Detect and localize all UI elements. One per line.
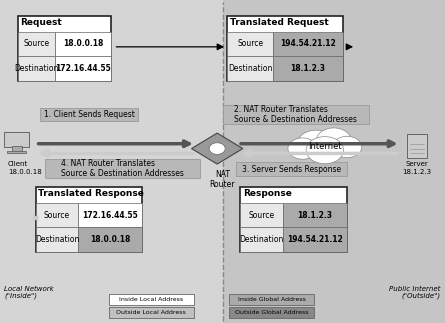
FancyBboxPatch shape bbox=[36, 227, 78, 252]
FancyBboxPatch shape bbox=[283, 227, 347, 252]
Circle shape bbox=[288, 138, 317, 159]
Text: 194.54.21.12: 194.54.21.12 bbox=[280, 39, 336, 48]
Polygon shape bbox=[191, 133, 243, 164]
Text: Translated Request: Translated Request bbox=[230, 18, 328, 27]
Text: Request: Request bbox=[20, 18, 62, 27]
FancyBboxPatch shape bbox=[283, 203, 347, 227]
FancyBboxPatch shape bbox=[227, 32, 273, 56]
Text: Destination: Destination bbox=[239, 235, 284, 244]
Text: Internet: Internet bbox=[308, 142, 342, 151]
FancyBboxPatch shape bbox=[273, 56, 343, 81]
Text: Destination: Destination bbox=[228, 64, 272, 73]
FancyBboxPatch shape bbox=[109, 307, 194, 318]
FancyBboxPatch shape bbox=[36, 187, 142, 252]
FancyBboxPatch shape bbox=[229, 294, 314, 305]
Text: Source: Source bbox=[24, 39, 49, 48]
Text: 18.1.2.3: 18.1.2.3 bbox=[298, 211, 332, 220]
FancyBboxPatch shape bbox=[44, 159, 200, 178]
Text: NAT
Router: NAT Router bbox=[210, 170, 235, 189]
Circle shape bbox=[297, 130, 335, 157]
Text: Outside Global Address: Outside Global Address bbox=[235, 310, 308, 315]
FancyBboxPatch shape bbox=[18, 56, 55, 81]
Text: 3. Server Sends Response: 3. Server Sends Response bbox=[242, 165, 341, 174]
Text: 18.0.0.18: 18.0.0.18 bbox=[63, 39, 103, 48]
Bar bbox=[7, 151, 27, 153]
FancyBboxPatch shape bbox=[55, 56, 111, 81]
FancyBboxPatch shape bbox=[227, 16, 343, 81]
FancyBboxPatch shape bbox=[240, 203, 283, 227]
Text: Destination: Destination bbox=[14, 64, 59, 73]
Text: Inside Local Address: Inside Local Address bbox=[119, 297, 183, 302]
FancyBboxPatch shape bbox=[78, 203, 142, 227]
Text: Server
18.1.2.3: Server 18.1.2.3 bbox=[402, 162, 432, 174]
Text: Local Network
("Inside"): Local Network ("Inside") bbox=[4, 286, 54, 299]
Text: Inside Global Address: Inside Global Address bbox=[238, 297, 305, 302]
FancyBboxPatch shape bbox=[78, 227, 142, 252]
Text: 2. NAT Router Translates
Source & Destination Addresses: 2. NAT Router Translates Source & Destin… bbox=[235, 105, 357, 124]
Text: 194.54.21.12: 194.54.21.12 bbox=[287, 235, 343, 244]
Circle shape bbox=[332, 136, 362, 158]
Bar bbox=[222, 0, 445, 323]
Text: Source: Source bbox=[249, 211, 275, 220]
Text: 4. NAT Router Translates
Source & Destination Addresses: 4. NAT Router Translates Source & Destin… bbox=[61, 159, 184, 178]
Text: Public Internet
("Outside"): Public Internet ("Outside") bbox=[389, 286, 441, 299]
FancyBboxPatch shape bbox=[109, 294, 194, 305]
Text: 18.1.2.3: 18.1.2.3 bbox=[291, 64, 325, 73]
Text: Source: Source bbox=[44, 211, 70, 220]
FancyBboxPatch shape bbox=[18, 16, 111, 81]
Text: Outside Local Address: Outside Local Address bbox=[117, 310, 186, 315]
Bar bbox=[12, 146, 21, 152]
Text: Client
18.0.0.18: Client 18.0.0.18 bbox=[8, 162, 42, 174]
Bar bbox=[407, 134, 427, 158]
Text: 18.0.0.18: 18.0.0.18 bbox=[90, 235, 130, 244]
Text: Destination: Destination bbox=[35, 235, 79, 244]
Text: 1. Client Sends Request: 1. Client Sends Request bbox=[44, 110, 134, 119]
Text: Source: Source bbox=[237, 39, 263, 48]
Text: 172.16.44.55: 172.16.44.55 bbox=[82, 211, 138, 220]
Circle shape bbox=[306, 137, 344, 164]
Bar bbox=[0, 0, 222, 323]
FancyBboxPatch shape bbox=[240, 187, 347, 252]
Bar bbox=[4, 132, 29, 147]
Circle shape bbox=[209, 143, 225, 154]
Text: Translated Response: Translated Response bbox=[38, 189, 144, 198]
Text: 172.16.44.55: 172.16.44.55 bbox=[55, 64, 111, 73]
FancyBboxPatch shape bbox=[40, 108, 138, 121]
FancyBboxPatch shape bbox=[236, 162, 347, 176]
FancyBboxPatch shape bbox=[36, 203, 78, 227]
FancyBboxPatch shape bbox=[273, 32, 343, 56]
Text: Response: Response bbox=[243, 189, 292, 198]
FancyBboxPatch shape bbox=[227, 56, 273, 81]
FancyBboxPatch shape bbox=[222, 105, 369, 124]
FancyBboxPatch shape bbox=[55, 32, 111, 56]
Circle shape bbox=[316, 128, 351, 153]
FancyBboxPatch shape bbox=[240, 227, 283, 252]
FancyBboxPatch shape bbox=[229, 307, 314, 318]
FancyBboxPatch shape bbox=[18, 32, 55, 56]
